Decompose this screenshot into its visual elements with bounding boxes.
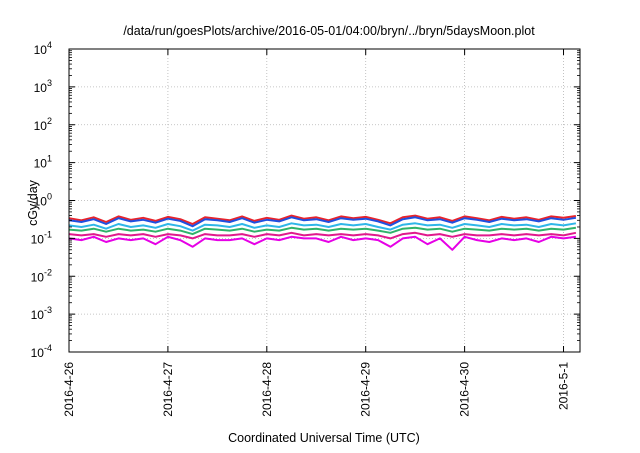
x-tick-label: 2016-4-26 (62, 362, 76, 417)
ticks: 10-4 10-3 10-2 10-1 100 101 102 103 104 2016-4-26… (31, 40, 580, 417)
series-line-4 (68, 226, 577, 236)
y-tick-label: 102 (34, 116, 52, 133)
x-axis-label: Coordinated Universal Time (UTC) (228, 431, 420, 445)
x-tick-label: 2016-4-28 (260, 362, 274, 417)
series-line-2 (68, 216, 577, 228)
y-tick-label: 10-4 (31, 343, 52, 360)
x-tick-label: 2016-5-1 (557, 362, 571, 410)
x-tick-label: 2016-4-27 (161, 362, 175, 417)
y-tick-label: 100 (34, 192, 52, 209)
y-tick-label: 101 (34, 154, 52, 171)
series-line-5 (68, 231, 577, 240)
y-axis-label: cGy/day (26, 179, 40, 226)
series-group (68, 214, 577, 251)
y-tick-label: 10-2 (31, 267, 52, 284)
series-line-6 (68, 235, 577, 251)
y-tick-label: 10-1 (31, 229, 52, 246)
series-line-3 (68, 222, 577, 232)
y-tick-label: 103 (34, 78, 52, 95)
y-tick-label: 10-3 (31, 305, 52, 322)
x-tick-label: 2016-4-29 (359, 362, 373, 417)
x-tick-label: 2016-4-30 (458, 362, 472, 417)
y-tick-label: 104 (34, 40, 52, 57)
chart-title: /data/run/goesPlots/archive/2016-05-01/0… (123, 24, 535, 38)
series-line-1 (68, 214, 577, 225)
